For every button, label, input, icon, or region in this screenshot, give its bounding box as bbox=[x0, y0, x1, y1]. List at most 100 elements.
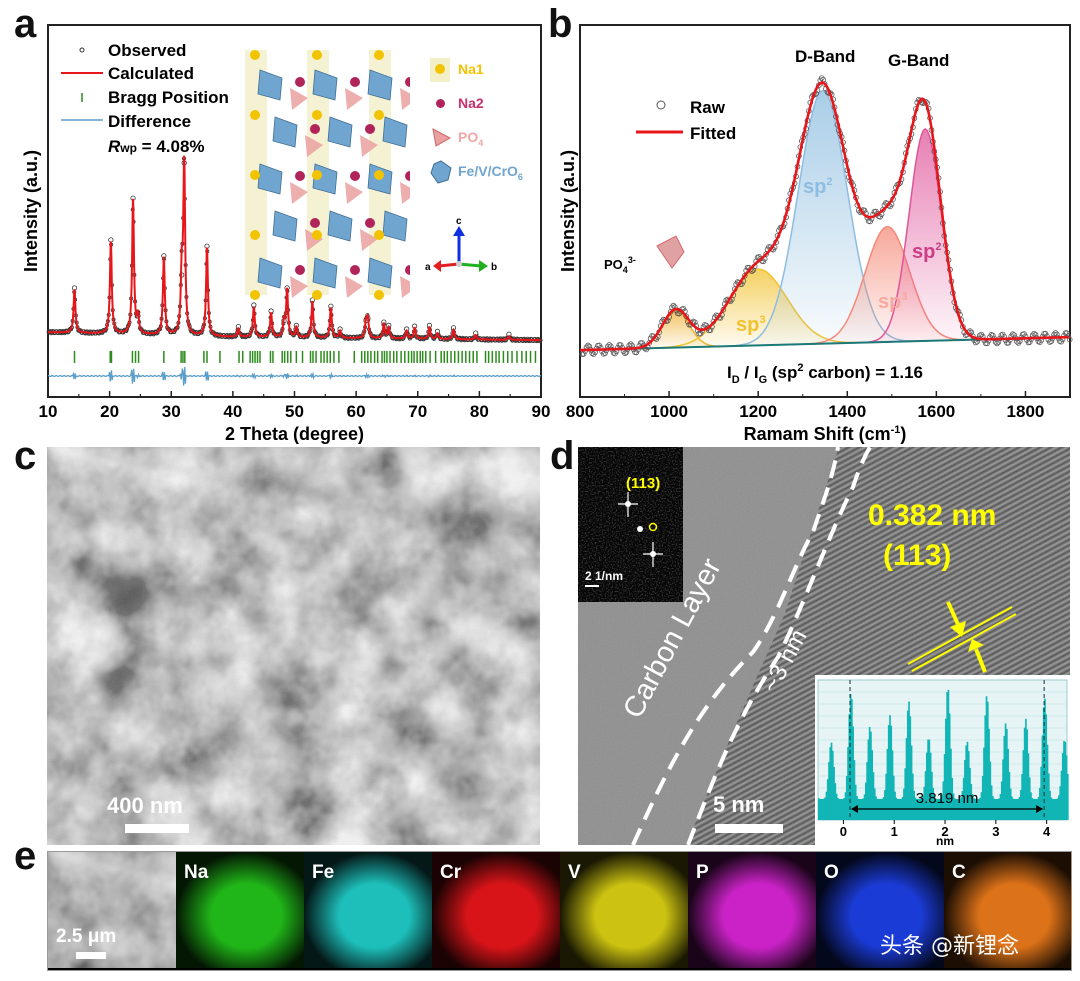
profile-bar bbox=[1023, 727, 1026, 820]
na2-atom bbox=[310, 124, 320, 134]
na1-atom bbox=[250, 110, 260, 120]
na2-atom bbox=[350, 171, 360, 181]
plane-label: (113) bbox=[883, 539, 952, 572]
raw-point bbox=[683, 313, 690, 320]
profile-bar bbox=[1047, 773, 1050, 820]
fft-scale-label: 2 1/nm bbox=[585, 569, 624, 583]
legend-na1: Na1 bbox=[430, 58, 560, 92]
profile-bar bbox=[840, 798, 843, 820]
x-tick-label: 40 bbox=[223, 402, 242, 421]
profile-bar bbox=[1002, 759, 1004, 820]
profile-bar bbox=[866, 761, 868, 820]
profile-bar bbox=[928, 739, 931, 820]
profile-bar bbox=[990, 785, 993, 820]
na1-atom bbox=[374, 290, 384, 300]
tetrahedron bbox=[290, 276, 308, 298]
profile-bar bbox=[831, 750, 834, 820]
x-axis-title: nm bbox=[936, 834, 954, 845]
na1-atom bbox=[374, 230, 384, 240]
octahedron bbox=[272, 210, 298, 242]
profile-bar bbox=[992, 796, 994, 820]
profile-bar bbox=[868, 726, 871, 820]
x-tick-label: 1800 bbox=[1007, 402, 1045, 421]
watermark: 头条 @新锂念 bbox=[880, 934, 1019, 959]
profile-bar bbox=[871, 750, 874, 820]
tetrahedron bbox=[345, 182, 363, 204]
profile-bar bbox=[903, 788, 905, 820]
panel-label-a: a bbox=[14, 2, 37, 46]
profile-bar bbox=[961, 791, 964, 820]
profile-bar bbox=[962, 777, 965, 820]
sem-image: 400 nm bbox=[47, 447, 540, 845]
profile-bar bbox=[872, 772, 875, 820]
tetrahedron bbox=[400, 88, 410, 110]
tetrahedron bbox=[290, 88, 308, 110]
fft-plane-label: (113) bbox=[626, 475, 661, 492]
profile-bar bbox=[1067, 773, 1069, 820]
x-tick-label: 70 bbox=[408, 402, 427, 421]
tetrahedron-icon bbox=[656, 235, 685, 269]
hrtem-image: (113) 2 1/nm Carbon Layer ~3 nm 0.382 nm… bbox=[578, 447, 1070, 845]
profile-bar bbox=[1003, 735, 1006, 820]
profile-bar bbox=[1025, 718, 1027, 820]
profile-bar bbox=[820, 799, 823, 820]
profile-bar bbox=[1007, 748, 1009, 820]
profile-bar bbox=[847, 747, 849, 820]
tetrahedron bbox=[305, 135, 323, 157]
profile-bar bbox=[848, 714, 851, 820]
element-label: O bbox=[824, 862, 839, 883]
plot-frame bbox=[579, 24, 1071, 398]
tem-scale-label: 5 nm bbox=[713, 792, 765, 817]
tetrahedron-icon bbox=[432, 128, 452, 147]
difference-line bbox=[47, 366, 541, 386]
g-band-label: G-Band bbox=[888, 51, 949, 70]
raw-point bbox=[606, 342, 613, 348]
profile-bar bbox=[863, 794, 866, 820]
panel-label-e: e bbox=[14, 834, 37, 878]
profile-bar bbox=[951, 777, 954, 820]
octahedron bbox=[312, 69, 338, 101]
profile-bar bbox=[885, 773, 888, 820]
profile-bar bbox=[1006, 728, 1008, 820]
profile-bar bbox=[870, 731, 872, 820]
d-band-label: D-Band bbox=[795, 47, 855, 66]
ratio-part: D bbox=[732, 374, 740, 386]
profile-bar bbox=[851, 699, 853, 820]
profile-bar bbox=[853, 760, 856, 820]
raw-point bbox=[867, 218, 873, 225]
na2-atom bbox=[405, 77, 410, 87]
profile-bar bbox=[933, 796, 936, 820]
profile-bar bbox=[1041, 735, 1044, 820]
profile-bar bbox=[1064, 741, 1067, 820]
na2-atom bbox=[405, 265, 410, 275]
profile-bar bbox=[965, 745, 968, 820]
octahedron bbox=[382, 210, 408, 242]
sem-scale-label: 400 nm bbox=[107, 793, 183, 818]
label-sup: 3 bbox=[901, 291, 907, 303]
na2-atom bbox=[350, 77, 360, 87]
element-label: C bbox=[952, 862, 966, 883]
label-sup: 3 bbox=[759, 314, 765, 326]
profile-bar bbox=[1050, 797, 1053, 820]
x-tick-label: 800 bbox=[566, 402, 594, 421]
label-sup: 2 bbox=[826, 176, 832, 188]
raman-spectrum-chart: 800 1000 1200 1400 1600 1800 Ramam Shift (cm-1… bbox=[558, 24, 1073, 444]
profile-bar bbox=[941, 794, 943, 820]
element-label: Na bbox=[184, 862, 209, 883]
profile-bar bbox=[891, 750, 894, 820]
x-axis-title-part: Ramam Shift (cm bbox=[744, 424, 891, 444]
raw-point bbox=[627, 341, 634, 347]
profile-bar bbox=[904, 768, 907, 820]
arrow-head-right bbox=[1036, 805, 1044, 813]
ratio-part: / I bbox=[740, 363, 759, 382]
profile-bar bbox=[909, 716, 912, 820]
po4-legend-sub: 4 bbox=[478, 137, 484, 148]
profile-bar bbox=[925, 752, 928, 820]
profile-bar bbox=[835, 793, 838, 820]
profile-bar bbox=[887, 725, 890, 820]
profile-bar bbox=[948, 713, 951, 820]
profile-bar bbox=[910, 745, 913, 820]
y-axis-title: Intensity (a.u.) bbox=[558, 150, 578, 272]
profile-bar bbox=[943, 754, 946, 820]
raw-point bbox=[1005, 339, 1012, 346]
